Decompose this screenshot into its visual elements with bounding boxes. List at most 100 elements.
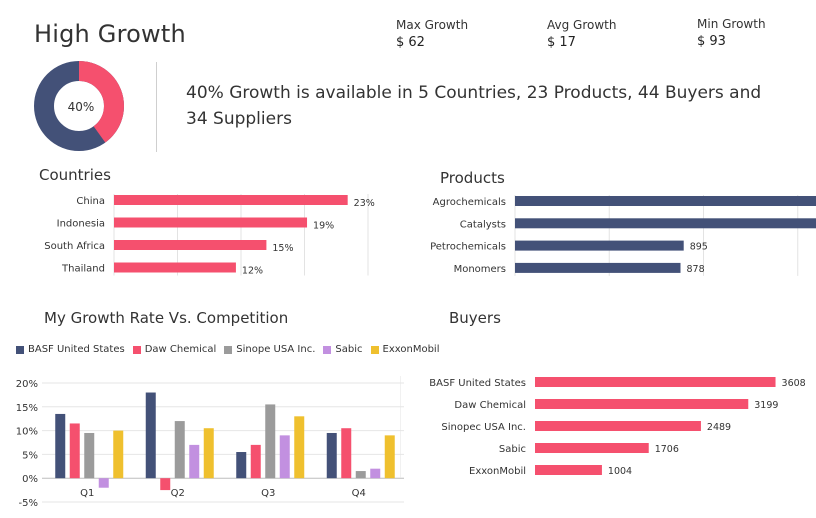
- bar: [145, 392, 156, 479]
- category-label: Thailand: [61, 264, 105, 275]
- bar: [69, 423, 80, 479]
- category-label: Sabic: [499, 444, 526, 455]
- value-label: 878: [687, 264, 705, 275]
- value-label: 15%: [272, 243, 293, 254]
- category-label: ExxonMobil: [469, 466, 526, 477]
- bar: [113, 430, 124, 479]
- legend-item: ExxonMobil: [370, 344, 440, 355]
- category-label: Catalysts: [460, 219, 506, 230]
- category-label: China: [76, 196, 105, 207]
- y-tick-label: 20%: [16, 379, 38, 390]
- stat-avg-growth: Avg Growth $ 17: [547, 18, 616, 50]
- bar: [279, 435, 290, 479]
- category-label: Petrochemicals: [430, 242, 506, 253]
- bar: [203, 428, 214, 479]
- stat-value: $ 17: [547, 35, 576, 50]
- stat-value: $ 93: [697, 34, 726, 49]
- bar: [535, 443, 649, 453]
- value-label: 23%: [354, 198, 375, 209]
- legend-item: Daw Chemical: [132, 344, 217, 355]
- y-tick-label: -5%: [19, 498, 38, 509]
- stat-label: Max Growth: [396, 18, 469, 32]
- bar: [535, 421, 701, 431]
- stat-value: $ 62: [396, 35, 425, 50]
- bar: [515, 196, 816, 206]
- value-label: 3199: [754, 400, 778, 411]
- value-label: 1004: [608, 466, 632, 477]
- x-tick-label: Q1: [80, 488, 94, 499]
- x-tick-label: Q3: [261, 488, 275, 499]
- bar: [236, 452, 247, 479]
- bar: [55, 413, 66, 479]
- legend-label: Daw Chemical: [144, 344, 217, 355]
- countries-chart: China 23% Indonesia 19% South Africa 15% Thail…: [44, 194, 375, 277]
- legend-swatch: [224, 345, 233, 354]
- y-tick-label: 5%: [22, 450, 38, 461]
- donut-arc: [34, 61, 124, 151]
- category-label: BASF United States: [429, 378, 526, 389]
- value-label: 1706: [655, 444, 679, 455]
- bar: [114, 240, 267, 250]
- legend-label: Sinope USA Inc.: [236, 344, 316, 355]
- value-label: 895: [690, 242, 708, 253]
- stat-min-growth: Min Growth $ 93: [697, 17, 766, 49]
- bar: [160, 478, 171, 491]
- category-label: Monomers: [454, 264, 506, 275]
- legend-label: BASF United States: [28, 344, 125, 355]
- bar: [355, 471, 366, 479]
- bar: [174, 421, 185, 479]
- bar: [535, 399, 749, 409]
- category-label: Indonesia: [57, 219, 105, 230]
- y-tick-label: 0%: [22, 474, 38, 485]
- growth-chart: 20% 15% 10% 5% 0% -5% Q1 Q2 Q3 Q4: [16, 379, 404, 509]
- legend-item: Sabic: [323, 344, 363, 355]
- legend-swatch: [370, 345, 379, 354]
- value-label: 19%: [313, 221, 334, 232]
- bar: [114, 195, 348, 205]
- headline: 40% Growth is available in 5 Countries, …: [186, 83, 762, 129]
- value-label: 3608: [782, 378, 806, 389]
- legend-swatch: [132, 345, 141, 354]
- bar: [370, 468, 381, 479]
- category-label: South Africa: [44, 241, 105, 252]
- y-tick-label: 15%: [16, 403, 38, 414]
- bar: [515, 218, 816, 229]
- bar: [265, 404, 276, 479]
- category-label: Daw Chemical: [454, 400, 526, 411]
- x-tick-label: Q2: [171, 488, 185, 499]
- bar: [189, 444, 200, 479]
- buyers-title: Buyers: [449, 309, 501, 327]
- legend-label: ExxonMobil: [382, 344, 440, 355]
- legend-swatch: [16, 345, 24, 354]
- y-tick-label: 10%: [16, 427, 38, 438]
- donut-label: 40%: [68, 100, 95, 114]
- bar: [326, 432, 337, 479]
- buyers-chart: BASF United States 3608 Daw Chemical 3199 Si…: [400, 376, 806, 478]
- bar: [384, 435, 395, 479]
- category-label: Sinopec USA Inc.: [441, 422, 526, 433]
- bar: [515, 240, 684, 251]
- bar: [84, 432, 95, 479]
- stat-label: Min Growth: [697, 17, 766, 31]
- bar: [294, 416, 305, 479]
- legend-swatch: [323, 345, 332, 354]
- products-chart: Agrochemicals1845Catalysts1754Petrochemi…: [430, 195, 816, 276]
- x-tick-label: Q4: [352, 488, 366, 499]
- bar: [515, 262, 681, 273]
- bar: [341, 428, 352, 479]
- stat-max-growth: Max Growth $ 62: [396, 18, 468, 50]
- bar: [114, 262, 236, 273]
- growth-legend: BASF United States Daw Chemical Sinope USA…: [16, 344, 439, 355]
- products-title: Products: [440, 169, 505, 187]
- value-label: 2489: [707, 422, 731, 433]
- growth-donut: 40%: [34, 61, 124, 151]
- category-label: Agrochemicals: [433, 197, 506, 208]
- value-label: 12%: [242, 266, 263, 277]
- legend-item: Sinope USA Inc.: [224, 344, 315, 355]
- growth-title: My Growth Rate Vs. Competition: [44, 309, 289, 327]
- legend-label: Sabic: [335, 344, 363, 355]
- bar: [114, 217, 308, 228]
- divider: [156, 62, 157, 152]
- bar: [98, 478, 109, 488]
- page-title: High Growth: [34, 20, 186, 48]
